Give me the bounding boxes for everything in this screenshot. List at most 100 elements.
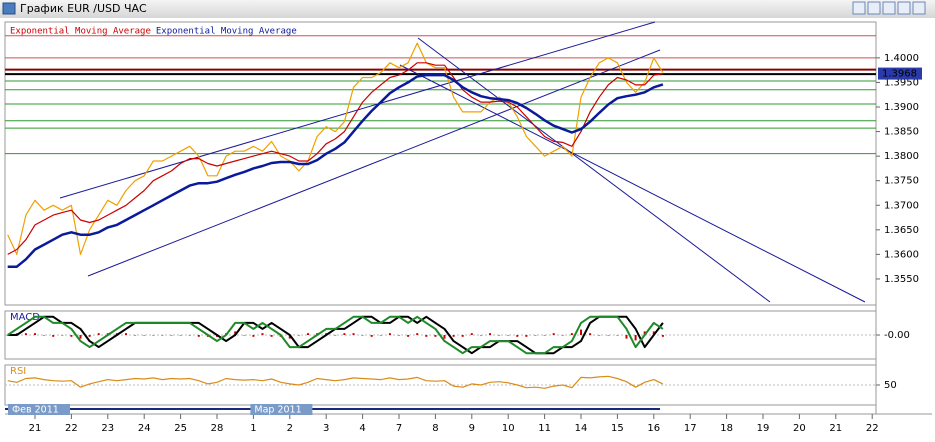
histogram-bar <box>580 329 582 335</box>
histogram-bar <box>179 335 182 336</box>
histogram-bar <box>24 333 27 335</box>
histogram-bar <box>452 335 455 337</box>
last-price-label: 1.3968 <box>882 69 917 80</box>
y-tick-label: 1.3900 <box>884 102 919 113</box>
histogram-bar <box>461 335 464 337</box>
histogram-bar <box>570 333 573 335</box>
histogram-bar <box>489 333 491 335</box>
y-tick-label: 1.3750 <box>884 176 919 187</box>
histogram-bar <box>407 335 410 337</box>
trend-lines <box>59 21 866 303</box>
button-tile[interactable] <box>867 1 881 15</box>
histogram-bar <box>661 335 664 337</box>
indicator-line <box>7 375 664 389</box>
histogram-bar <box>470 333 473 335</box>
y-tick-label: 1.3650 <box>884 225 919 236</box>
x-tick-label: 28 <box>211 423 224 434</box>
x-tick-label: 2 <box>287 423 293 434</box>
last-price-box <box>878 67 922 80</box>
histogram-bar <box>516 335 519 337</box>
ema-line <box>7 62 663 255</box>
histogram-bar <box>552 333 555 335</box>
x-tick-label: 18 <box>720 423 733 434</box>
histogram-bar <box>507 335 510 336</box>
period-box <box>8 404 70 415</box>
histogram-bar <box>270 335 273 337</box>
y-tick-label: 1.3550 <box>884 274 919 285</box>
histogram-bar <box>79 335 82 339</box>
legend-entry: Exponential Moving Average <box>10 27 151 37</box>
x-tick-label: 22 <box>866 423 879 434</box>
y-tick-label: -0.00 <box>884 330 910 341</box>
trend-line <box>87 49 661 277</box>
indicator-line <box>7 315 664 355</box>
histogram-bar <box>43 335 46 336</box>
histogram-bar <box>616 335 619 336</box>
x-tick-label: 1 <box>250 423 256 434</box>
x-tick-label: 21 <box>829 423 842 434</box>
histogram-bar <box>97 333 100 335</box>
histogram-bar <box>234 331 237 335</box>
histogram-bar <box>652 331 655 335</box>
x-tick-label: 3 <box>323 423 329 434</box>
histogram-bar <box>334 335 337 336</box>
histogram-bar <box>288 335 291 339</box>
title-bar <box>0 0 935 18</box>
histogram-bar <box>252 335 255 337</box>
y-tick-label: 1.3800 <box>884 151 919 162</box>
histogram-bar <box>425 335 428 337</box>
y-tick-label: 1.4000 <box>884 53 919 64</box>
x-tick-label: 17 <box>684 423 697 434</box>
histogram-bar <box>643 331 646 335</box>
histogram-bar <box>188 335 191 336</box>
histogram-bar <box>625 335 628 339</box>
y-tick-label: 1.3700 <box>884 200 919 211</box>
histogram-bar <box>361 335 364 336</box>
histogram-bar <box>61 335 64 336</box>
histogram-bar <box>343 333 346 335</box>
x-tick-label: 14 <box>575 423 588 434</box>
period-box <box>250 404 313 415</box>
button-close[interactable] <box>912 1 926 15</box>
histogram-bar <box>370 335 373 337</box>
y-tick-label: 1.3950 <box>884 77 919 88</box>
price-line <box>7 42 664 255</box>
histogram-bar <box>125 333 127 335</box>
x-tick-label: 4 <box>359 423 365 434</box>
x-tick-label: 10 <box>502 423 515 434</box>
x-tick-label: 24 <box>138 423 151 434</box>
histogram-bar <box>388 333 391 335</box>
histogram-bar <box>352 333 355 335</box>
price-panel <box>4 21 877 306</box>
histogram-bar <box>398 335 400 336</box>
histogram-bar <box>197 335 200 337</box>
histogram-bar <box>261 333 264 335</box>
histogram-bar <box>561 335 564 336</box>
histogram-bar <box>170 335 173 336</box>
period-label: Фев 2011 <box>12 405 59 416</box>
histogram-bar <box>607 335 610 336</box>
histogram-bar <box>589 333 592 335</box>
histogram-bar <box>534 335 537 336</box>
y-tick-label: 1.3850 <box>884 127 919 138</box>
histogram-bar <box>416 333 419 335</box>
histogram-bar <box>307 333 309 335</box>
histogram-bar <box>297 335 300 336</box>
panel-title: RSI <box>10 366 26 377</box>
x-tick-label: 7 <box>396 423 402 434</box>
x-tick-label: 16 <box>647 423 660 434</box>
trend-line <box>417 37 771 303</box>
x-tick-label: 9 <box>469 423 475 434</box>
histogram-bar <box>479 335 482 336</box>
histogram-bar <box>379 335 382 336</box>
legend-entry: Exponential Moving Average <box>156 27 297 37</box>
button-maximize[interactable] <box>897 1 911 15</box>
histogram-bar <box>443 335 446 339</box>
histogram-bar <box>134 335 137 336</box>
button-help[interactable] <box>852 1 866 15</box>
ema-line <box>7 73 664 268</box>
histogram-bar <box>243 335 246 336</box>
button-minimize[interactable] <box>882 1 896 15</box>
histogram-bar <box>88 335 91 337</box>
